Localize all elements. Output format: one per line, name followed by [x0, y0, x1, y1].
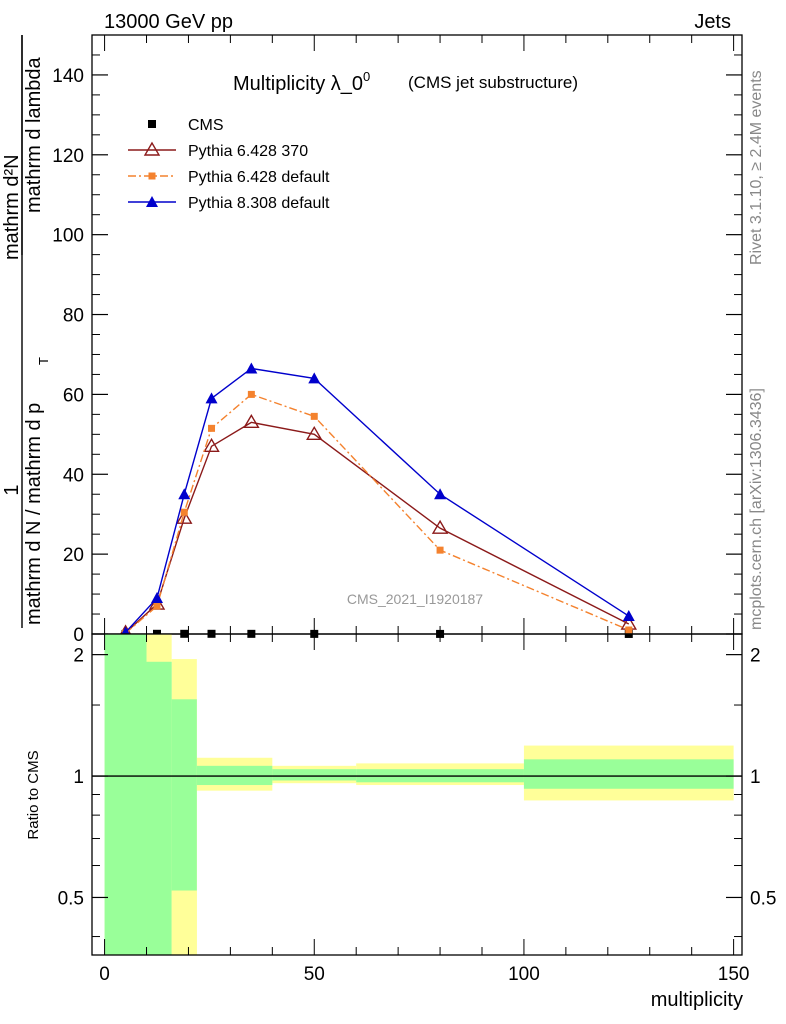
data-point: [436, 546, 444, 554]
data-point: [434, 488, 447, 500]
data-point: [178, 488, 191, 500]
data-point: [431, 519, 449, 534]
data-point: [625, 626, 633, 634]
series-line: [125, 367, 630, 633]
ratio-y-tick-label: 2: [73, 646, 84, 667]
ratio-y-tick-label: 0.5: [58, 888, 84, 909]
y-tick-label: 60: [63, 385, 84, 406]
legend: CMS Pythia 6.428 370 Pythia 6.428 default P…: [128, 117, 330, 212]
legend-entry: CMS: [148, 117, 224, 134]
ratio-band-inner: [171, 699, 197, 891]
y-tick-label: 100: [52, 226, 84, 247]
series-line: [125, 421, 630, 634]
x-tick-label: 100: [508, 964, 540, 985]
y-tick-label: 120: [52, 146, 84, 167]
mcplots-label: mcplots.cern.ch [arXiv:1306.3436]: [748, 388, 765, 630]
y-tick-label: 140: [52, 66, 84, 87]
chart-title-note: (CMS jet substructure): [408, 73, 578, 92]
ratio-band-outer-tail: [171, 890, 197, 955]
ylabel-denominator-2: mathrm d lambda: [23, 57, 45, 213]
legend-label: Pythia 6.428 default: [188, 169, 330, 186]
ratio-bands: [104, 634, 734, 955]
series-line: [125, 393, 630, 634]
process-label: Jets: [694, 11, 731, 33]
y-tick-label: 20: [63, 545, 84, 566]
ratio-band-inner: [272, 769, 357, 781]
ratio-band-inner: [523, 759, 734, 789]
y-tick-label: 40: [63, 465, 84, 486]
ylabel-denominator: mathrm d N / mathrm d p: [23, 403, 45, 625]
main-ylabel: 1 mathrm d²N mathrm d N / mathrm d p T m…: [1, 35, 51, 628]
ylabel-numerator: mathrm d²N: [1, 154, 23, 260]
ylabel-one: 1: [1, 484, 23, 495]
legend-entry: Pythia 6.428 default: [128, 169, 330, 186]
ratio-ylabel: Ratio to CMS: [25, 750, 42, 839]
analysis-label: CMS_2021_I1920187: [347, 591, 483, 607]
data-point: [243, 413, 260, 429]
x-tick-label: 50: [304, 964, 325, 985]
data-point: [203, 437, 220, 453]
legend-label: Pythia 6.428 370: [188, 143, 308, 160]
data-point: [205, 392, 218, 404]
chart-title: Multiplicity λ_00: [233, 69, 370, 95]
legend-label: CMS: [188, 117, 224, 134]
y-tick-label: 80: [63, 306, 84, 327]
ratio-ticks: 0.5 0.5 1 1 2 2 0 50 100 150: [58, 634, 776, 985]
x-tick-label: 0: [99, 964, 110, 985]
legend-marker: [148, 172, 156, 180]
ratio-y-tick-label-right: 2: [750, 646, 761, 667]
data-point: [180, 508, 188, 516]
ylabel-den-sub: T: [36, 357, 51, 365]
data-point: [308, 372, 321, 384]
rivet-label: Rivet 3.1.10, ≥ 2.4M events: [748, 70, 765, 265]
chart-title-sup: 0: [363, 69, 370, 84]
y-tick-label: 0: [73, 625, 84, 646]
legend-marker: [143, 141, 161, 156]
data-point: [247, 390, 255, 398]
data-point: [208, 424, 216, 432]
data-point: [310, 412, 318, 420]
ratio-band-inner: [104, 634, 147, 955]
ratio-band-inner: [146, 661, 172, 955]
legend-marker: [146, 196, 158, 207]
legend-entry: Pythia 6.428 370: [128, 141, 308, 160]
main-ticks: 0 20 40 60 80 100 120 140: [52, 34, 742, 646]
x-axis-label: multiplicity: [651, 989, 743, 1011]
data-point: [153, 602, 161, 610]
legend-entry: Pythia 8.308 default: [128, 195, 330, 212]
legend-marker: [148, 120, 156, 128]
data-point: [151, 592, 163, 604]
ratio-y-tick-label-right: 0.5: [750, 888, 776, 909]
ratio-y-tick-label: 1: [73, 767, 84, 788]
ratio-y-tick-label-right: 1: [750, 767, 761, 788]
energy-label: 13000 GeV pp: [104, 11, 233, 33]
data-point: [176, 509, 193, 524]
data-point: [306, 425, 323, 441]
main-series-layer: [117, 362, 637, 639]
data-point: [245, 362, 258, 374]
chart-title-main: Multiplicity λ_0: [233, 73, 363, 95]
ratio-panel: 0.5 0.5 1 1 2 2 0 50 100 150 Ratio to CMS multipl…: [25, 633, 776, 1011]
x-tick-label: 150: [718, 964, 750, 985]
data-point: [622, 610, 635, 622]
legend-label: Pythia 8.308 default: [188, 195, 330, 212]
